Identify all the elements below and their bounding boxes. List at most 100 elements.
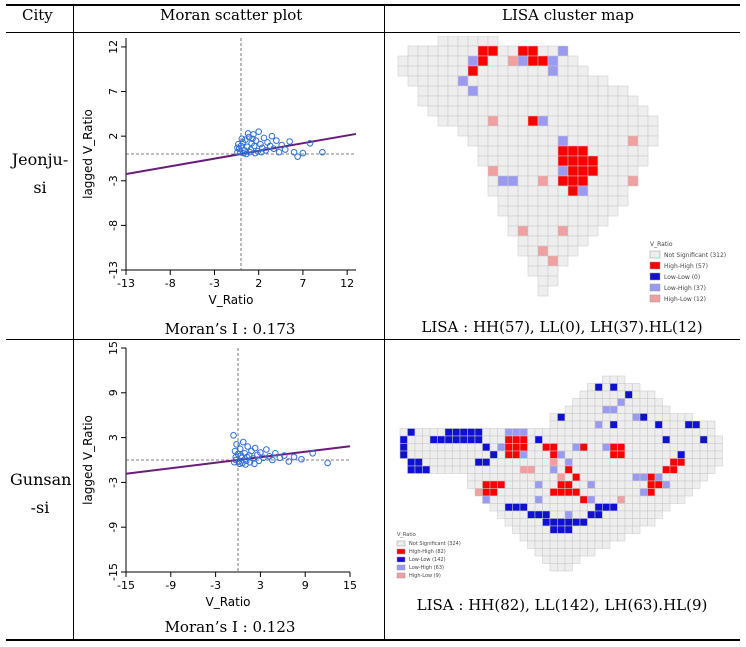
map-cell: [617, 375, 626, 384]
map-cell: [399, 428, 408, 437]
map-cell: [647, 488, 656, 497]
map-cell: [557, 135, 569, 147]
map-cell: [504, 480, 513, 489]
map-cell: [577, 95, 589, 107]
map-cell: [684, 450, 693, 459]
map-cell: [714, 443, 723, 452]
map-cell: [594, 473, 603, 482]
map-cell: [609, 480, 618, 489]
map-cell: [594, 465, 603, 474]
map-cell: [607, 205, 619, 217]
map-cell: [624, 458, 633, 467]
map-cell: [662, 473, 671, 482]
map-cell: [647, 398, 656, 407]
map-cell: [557, 435, 566, 444]
map-cell: [594, 383, 603, 392]
map-cell: [624, 390, 633, 399]
map-cell: [557, 115, 569, 127]
map-cell: [527, 125, 539, 137]
map-cell: [537, 275, 549, 287]
map-legend-title: V_Ratio: [650, 241, 673, 248]
map-cell: [527, 533, 536, 542]
map-cell: [427, 95, 439, 107]
map-cell: [517, 145, 529, 157]
map-cell: [677, 420, 686, 429]
map-cell: [474, 480, 483, 489]
map-cell: [602, 375, 611, 384]
map-cell: [587, 495, 596, 504]
map-cell: [489, 503, 498, 512]
scatter-point: [280, 452, 288, 459]
map-cell: [414, 458, 423, 467]
map-cell: [542, 480, 551, 489]
map-cell: [639, 510, 648, 519]
map-cell: [489, 465, 498, 474]
map-cell: [482, 473, 491, 482]
map-cell: [557, 125, 569, 137]
map-cell: [542, 428, 551, 437]
map-cell: [497, 205, 509, 217]
map-cell: [512, 503, 521, 512]
map-cell: [572, 398, 581, 407]
map-cell: [699, 428, 708, 437]
legend-swatch: [649, 283, 661, 292]
map-cell: [587, 540, 596, 549]
map-cell: [497, 503, 506, 512]
map-cell: [662, 488, 671, 497]
legend-swatch: [396, 556, 406, 563]
map-cell: [407, 65, 419, 77]
map-cell: [497, 165, 509, 177]
map-cell: [567, 85, 579, 97]
map-cell: [577, 195, 589, 207]
map-cell: [567, 145, 579, 157]
map-cell: [547, 125, 559, 137]
map-cell: [647, 510, 656, 519]
map-cell: [487, 155, 499, 167]
map-cell: [624, 420, 633, 429]
map-cell: [572, 450, 581, 459]
map-cell: [407, 55, 419, 67]
map-cell: [497, 465, 506, 474]
map-cell: [557, 245, 569, 257]
map-cell: [427, 45, 439, 57]
scatter-point: [230, 432, 237, 439]
map-cell: [577, 85, 589, 97]
map-cell: [602, 525, 611, 534]
map-cell: [624, 518, 633, 527]
map-cell: [579, 458, 588, 467]
y-axis-label: lagged V_Ratio: [81, 415, 95, 505]
map-cell: [587, 413, 596, 422]
map-cell: [602, 503, 611, 512]
x-tick-label: -9: [165, 579, 176, 592]
map-cell: [512, 510, 521, 519]
map-cell: [669, 428, 678, 437]
map-cell: [577, 145, 589, 157]
map-cell: [594, 518, 603, 527]
map-cell: [564, 458, 573, 467]
map-cell: [632, 458, 641, 467]
map-cell: [542, 533, 551, 542]
map-cell: [557, 518, 566, 527]
map-cell: [624, 450, 633, 459]
map-cell: [407, 435, 416, 444]
map-cell: [477, 125, 489, 137]
map-cell: [467, 458, 476, 467]
map-cell: [692, 458, 701, 467]
map-cell: [699, 450, 708, 459]
map-cell: [527, 435, 536, 444]
map-cell: [474, 443, 483, 452]
map-cell: [579, 473, 588, 482]
map-cell: [564, 540, 573, 549]
map-cell: [507, 145, 519, 157]
map-cell: [587, 503, 596, 512]
map-cell: [527, 185, 539, 197]
map-cell: [519, 510, 528, 519]
map-cell: [637, 115, 649, 127]
map-cell: [549, 473, 558, 482]
map-cell: [637, 105, 649, 117]
map-cell: [557, 555, 566, 564]
map-cell: [547, 225, 559, 237]
map-cell: [587, 398, 596, 407]
map-cell: [422, 443, 431, 452]
legend-label: Low-High (63): [409, 565, 444, 571]
